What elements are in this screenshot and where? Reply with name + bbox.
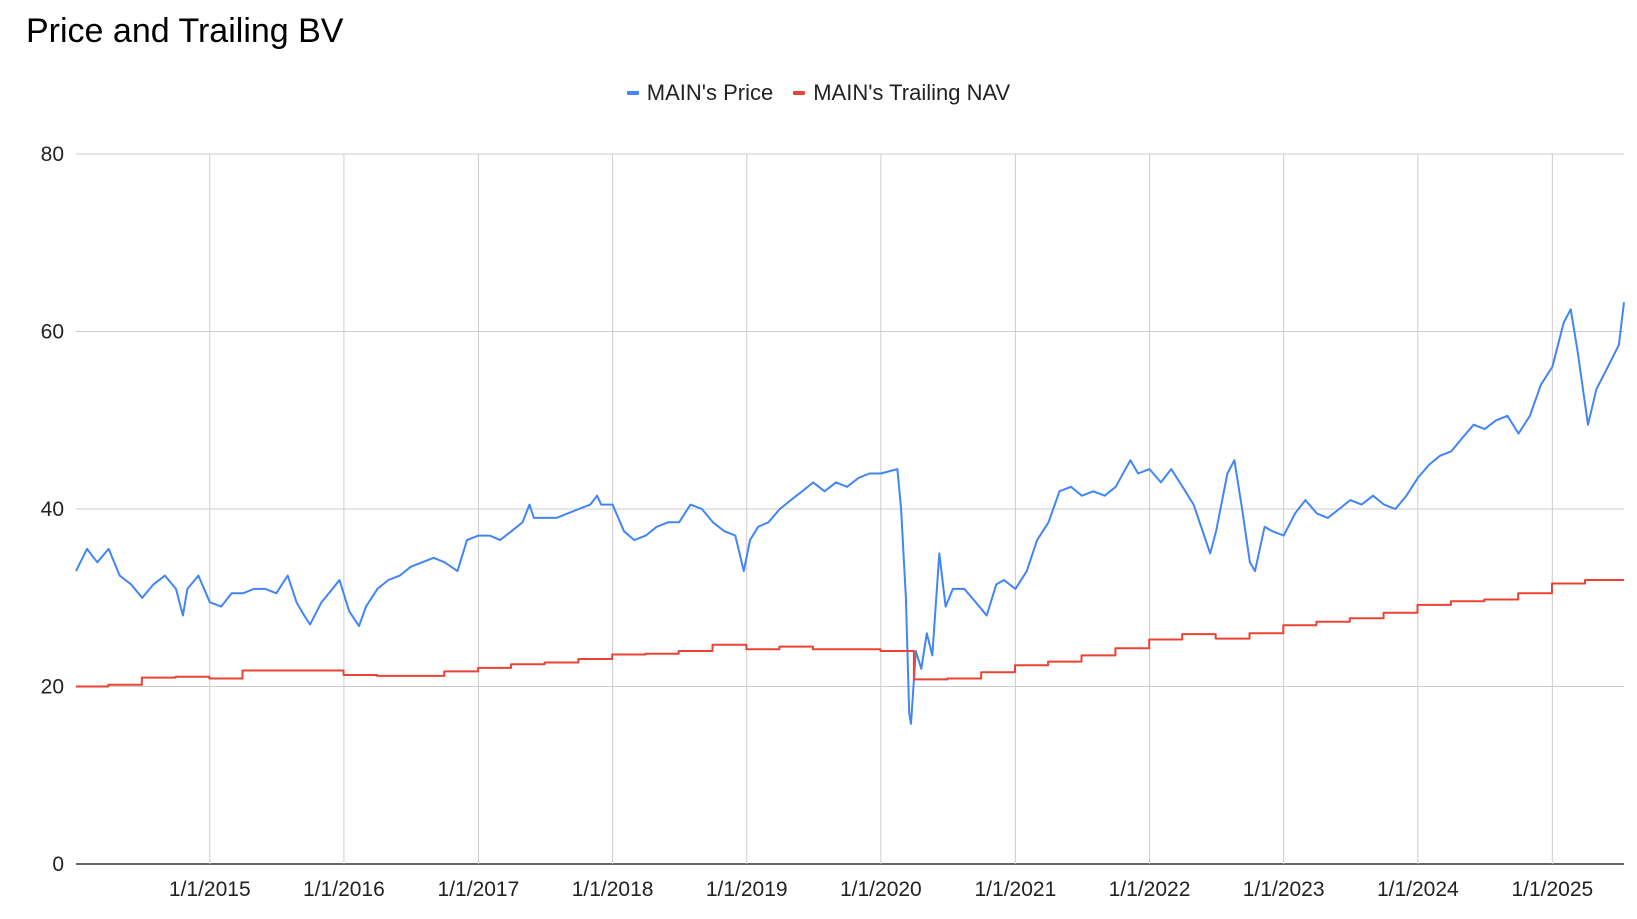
x-tick-label: 1/1/2019 — [706, 878, 788, 901]
y-tick-label: 40 — [41, 498, 64, 521]
x-tick-label: 1/1/2020 — [840, 878, 922, 901]
y-tick-label: 80 — [41, 143, 64, 166]
legend-swatch-nav — [793, 91, 806, 95]
y-tick-label: 0 — [52, 853, 64, 876]
legend-item-price[interactable]: MAIN's Price — [626, 80, 774, 106]
x-tick-label: 1/1/2021 — [975, 878, 1057, 901]
series-line-price — [75, 302, 1625, 725]
y-tick-label: 60 — [41, 321, 64, 344]
series-line-nav — [76, 579, 1624, 688]
chart-title: Price and Trailing BV — [26, 12, 344, 50]
x-tick-label: 1/1/2025 — [1511, 878, 1593, 901]
x-tick-label: 1/1/2017 — [438, 878, 520, 901]
chart-legend: MAIN's Price MAIN's Trailing NAV — [0, 80, 1637, 106]
x-tick-label: 1/1/2024 — [1377, 878, 1459, 901]
x-tick-label: 1/1/2015 — [169, 878, 251, 901]
x-tick-label: 1/1/2016 — [303, 878, 385, 901]
x-tick-label: 1/1/2022 — [1109, 878, 1191, 901]
x-tick-label: 1/1/2023 — [1243, 878, 1325, 901]
legend-label-price: MAIN's Price — [646, 80, 774, 105]
legend-swatch-price — [626, 91, 639, 95]
y-tick-label: 20 — [41, 676, 64, 699]
legend-item-nav[interactable]: MAIN's Trailing NAV — [793, 80, 1010, 106]
legend-label-nav: MAIN's Trailing NAV — [813, 80, 1011, 105]
x-tick-label: 1/1/2018 — [572, 878, 654, 901]
